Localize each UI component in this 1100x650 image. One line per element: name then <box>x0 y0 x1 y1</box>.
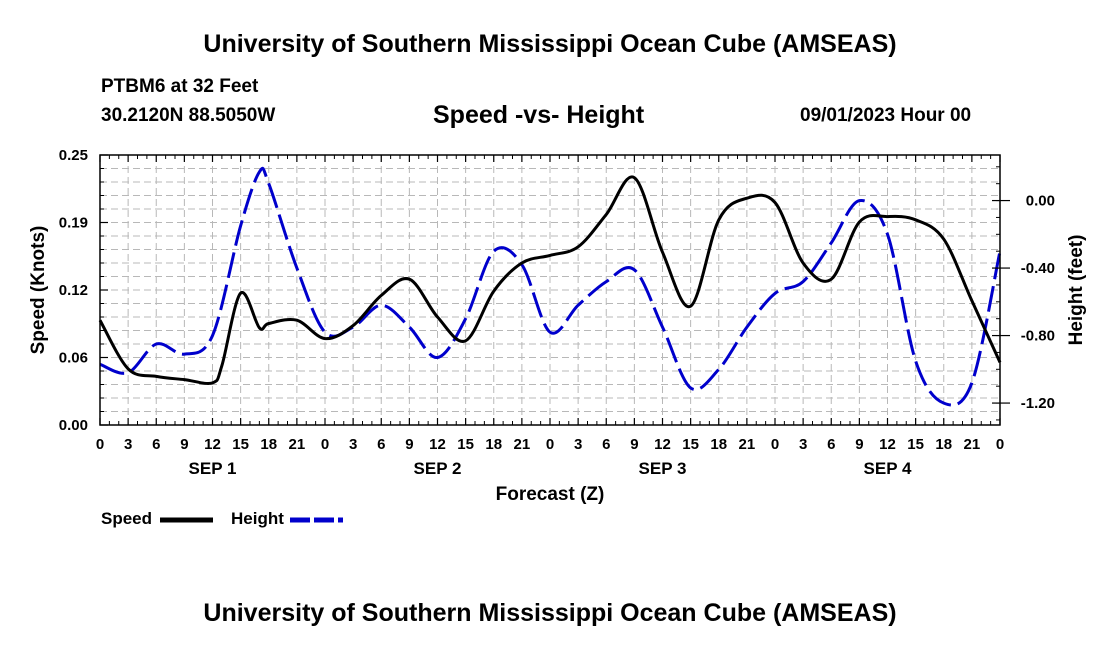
forecast-datetime: 09/01/2023 Hour 00 <box>800 105 972 126</box>
x-tick-label: 21 <box>289 436 306 453</box>
x-tick-label: 18 <box>260 436 277 453</box>
y-tick-label-left: 0.19 <box>59 215 88 232</box>
chart-subtitle: Speed -vs- Height <box>433 101 645 129</box>
x-tick-label: 21 <box>514 436 531 453</box>
main-title: University of Southern Mississippi Ocean… <box>203 30 897 58</box>
x-tick-label: 0 <box>771 436 779 453</box>
x-tick-label: 0 <box>546 436 554 453</box>
x-tick-label: 0 <box>96 436 104 453</box>
y-tick-label-right: -0.40 <box>1021 260 1055 277</box>
x-tick-label: 9 <box>855 436 863 453</box>
x-tick-label: 3 <box>349 436 357 453</box>
x-tick-label: 6 <box>827 436 835 453</box>
y-tick-label-right: 0.00 <box>1026 193 1055 210</box>
x-tick-label: 21 <box>739 436 756 453</box>
x-tick-label: 0 <box>321 436 329 453</box>
y-tick-label-left: 0.25 <box>59 147 88 164</box>
x-tick-label: 3 <box>574 436 582 453</box>
x-tick-label: 9 <box>405 436 413 453</box>
y-tick-label-right: -0.80 <box>1021 328 1055 345</box>
footer-title: University of Southern Mississippi Ocean… <box>203 599 897 627</box>
coordinates-label: 30.2120N 88.5050W <box>101 105 276 126</box>
x-tick-label: 18 <box>710 436 727 453</box>
x-tick-label: 12 <box>204 436 221 453</box>
series-height-line <box>99 166 1002 407</box>
x-tick-label: 9 <box>180 436 188 453</box>
station-label: PTBM6 at 32 Feet <box>101 76 259 97</box>
x-tick-label: 3 <box>124 436 132 453</box>
day-label: SEP 3 <box>639 459 687 478</box>
x-tick-label: 0 <box>996 436 1004 453</box>
y-tick-label-left: 0.06 <box>59 350 88 367</box>
legend-speed-label: Speed <box>101 509 153 528</box>
x-tick-label: 12 <box>879 436 896 453</box>
day-label: SEP 2 <box>414 459 462 478</box>
x-tick-label: 12 <box>429 436 446 453</box>
legend-height-label: Height <box>231 509 284 528</box>
x-tick-label: 15 <box>682 436 699 453</box>
y-axis-title-right: Height (feet) <box>1066 235 1087 346</box>
x-tick-label: 18 <box>485 436 502 453</box>
x-tick-label: 3 <box>799 436 807 453</box>
y-tick-label-right: -1.20 <box>1021 395 1055 412</box>
x-tick-label: 15 <box>457 436 474 453</box>
y-tick-label-left: 0.12 <box>59 282 88 299</box>
x-tick-label: 15 <box>907 436 924 453</box>
x-tick-label: 18 <box>935 436 952 453</box>
x-tick-label: 12 <box>654 436 671 453</box>
speed-height-chart: 0 3 6 9 12 15 18 21 0 3 6 9 12 15 18 21 0 3 6 9 12 15 18 21 0 3 6 9… <box>28 147 1087 523</box>
y-tick-label-left: 0.00 <box>59 417 88 434</box>
x-tick-label: 21 <box>964 436 981 453</box>
x-axis-title: Forecast (Z) <box>496 484 605 505</box>
x-tick-label: 6 <box>152 436 160 453</box>
x-tick-label: 6 <box>602 436 610 453</box>
day-label: SEP 4 <box>864 459 912 478</box>
x-tick-label: 15 <box>232 436 249 453</box>
day-label: SEP 1 <box>189 459 237 478</box>
x-tick-label: 9 <box>630 436 638 453</box>
x-tick-label: 6 <box>377 436 385 453</box>
y-axis-title-left: Speed (Knots) <box>28 226 49 355</box>
series-speed-line <box>98 175 1002 386</box>
